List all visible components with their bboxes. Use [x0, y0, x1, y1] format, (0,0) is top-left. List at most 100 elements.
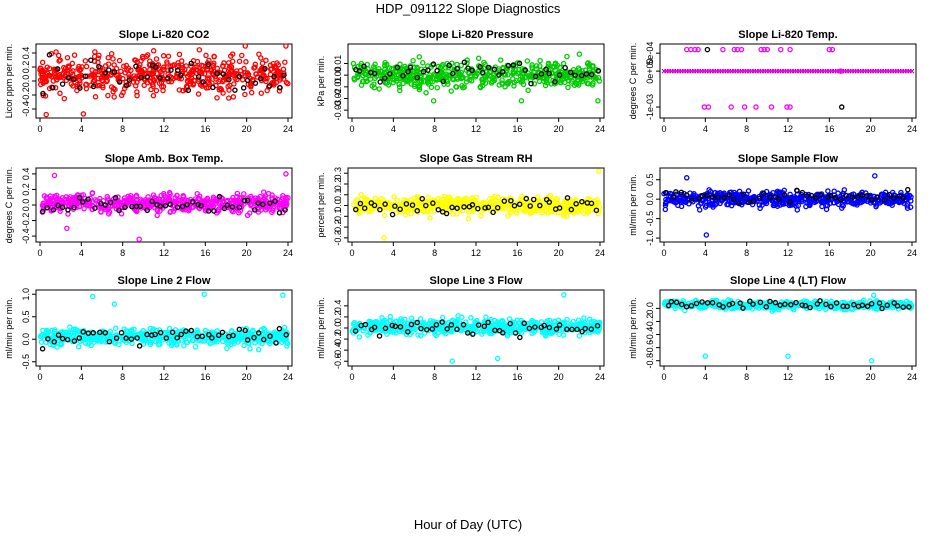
highlight-point — [200, 79, 206, 85]
highlight-point — [356, 68, 363, 74]
data-point — [96, 52, 102, 59]
data-point — [140, 69, 146, 76]
data-point — [242, 91, 248, 98]
data-point — [243, 59, 249, 65]
data-point — [537, 63, 543, 69]
x-tick-label: 16 — [512, 124, 522, 134]
data-point — [148, 71, 154, 78]
outlier-point — [683, 175, 690, 181]
data-point — [557, 64, 563, 71]
data-point — [195, 196, 202, 202]
data-point — [272, 195, 279, 201]
data-point — [360, 72, 366, 79]
data-point — [221, 60, 227, 66]
y-axis-label: ml/min per min. — [316, 297, 326, 359]
data-point — [211, 53, 217, 60]
highlight-point — [70, 76, 77, 83]
y-tick-label: -0.2 — [333, 219, 343, 235]
highlight-point — [562, 64, 568, 71]
highlight-point — [240, 85, 247, 91]
data-point — [784, 104, 790, 110]
y-tick-label: -0.4 — [21, 101, 31, 117]
highlight-point — [454, 205, 460, 211]
data-point — [463, 76, 470, 82]
highlight-point — [281, 72, 287, 78]
data-point — [411, 81, 418, 88]
highlight-point — [838, 104, 845, 110]
data-point — [184, 78, 191, 84]
data-points — [661, 173, 914, 238]
highlight-point — [403, 201, 410, 207]
outlier-point — [872, 173, 878, 179]
data-point — [131, 75, 138, 82]
data-point — [267, 203, 274, 209]
x-tick-label: 8 — [432, 124, 437, 134]
data-point — [770, 189, 776, 196]
data-point — [232, 75, 238, 82]
x-tick-label: 24 — [283, 372, 293, 382]
data-point — [132, 57, 138, 63]
highlight-point — [434, 67, 440, 74]
x-tick-label: 20 — [242, 248, 252, 258]
highlight-point — [389, 211, 396, 218]
data-point — [459, 314, 465, 320]
data-point — [757, 205, 763, 211]
panel-4: Slope Amb. Box Temp.degrees C per min.0 4… — [4, 153, 293, 258]
highlight-point — [276, 325, 283, 332]
x-tick-label: 8 — [744, 248, 749, 258]
highlight-point — [106, 67, 112, 73]
data-point — [534, 194, 541, 200]
x-axis-label: Hour of Day (UTC) — [413, 517, 523, 532]
highlight-point — [221, 205, 228, 212]
highlight-point — [397, 206, 403, 212]
highlight-point — [371, 202, 378, 209]
highlight-point — [394, 64, 401, 71]
data-point — [236, 58, 243, 65]
highlight-point — [157, 75, 163, 81]
data-point — [139, 53, 146, 60]
data-point — [207, 340, 213, 347]
data-point — [220, 78, 226, 85]
data-point — [571, 82, 578, 89]
data-point — [262, 193, 269, 199]
data-point — [458, 62, 464, 69]
highlight-point — [138, 74, 144, 81]
data-point — [402, 316, 408, 323]
data-point — [151, 194, 158, 201]
highlight-point — [477, 64, 483, 70]
outlier-point — [283, 171, 289, 177]
data-point — [496, 82, 502, 88]
data-points — [349, 292, 603, 364]
data-point — [160, 64, 167, 70]
data-point — [242, 43, 249, 49]
highlight-point — [111, 69, 118, 75]
y-tick-label: 0.0 — [333, 199, 343, 212]
highlight-point — [530, 196, 537, 203]
data-point — [449, 76, 456, 82]
data-point — [224, 345, 230, 352]
highlight-point — [226, 76, 232, 83]
data-point — [221, 202, 227, 209]
data-point — [478, 213, 484, 219]
highlight-point — [446, 62, 452, 69]
x-tick-label: 0 — [349, 248, 354, 258]
highlight-point — [579, 198, 585, 205]
data-point — [761, 46, 767, 53]
highlight-point — [241, 197, 248, 204]
highlight-point — [510, 62, 517, 68]
data-point — [510, 68, 516, 75]
data-point — [192, 344, 199, 350]
data-point — [563, 72, 569, 78]
highlight-point — [409, 202, 416, 208]
data-point — [695, 46, 701, 53]
highlight-point — [126, 77, 133, 83]
data-point — [263, 57, 269, 64]
y-axis-label: ml/min per min. — [628, 297, 638, 359]
highlight-point — [178, 72, 184, 79]
highlight-point — [82, 73, 89, 79]
data-point — [251, 65, 257, 71]
x-tick-label: 8 — [120, 124, 125, 134]
panel-3: Slope Li-820 Temp.degrees C per min.0 4 8 1… — [628, 29, 917, 134]
data-point — [144, 79, 151, 86]
data-point — [57, 208, 63, 215]
